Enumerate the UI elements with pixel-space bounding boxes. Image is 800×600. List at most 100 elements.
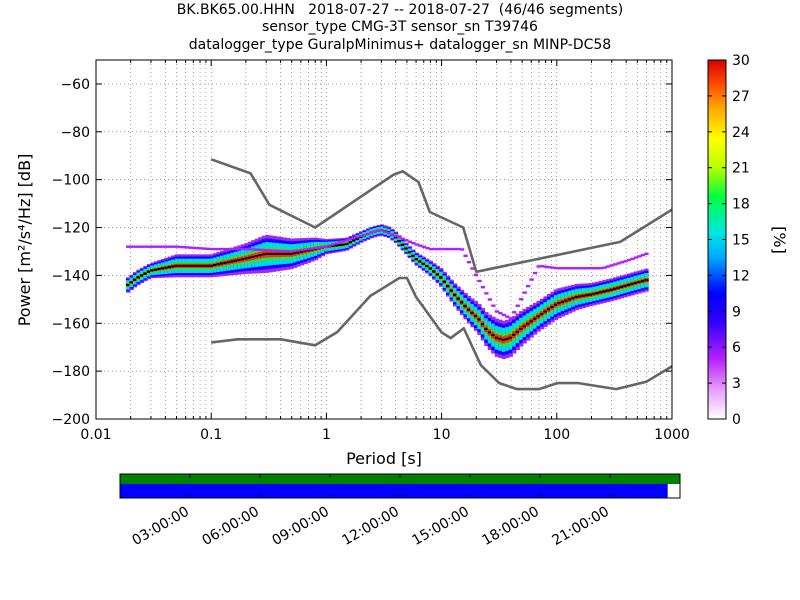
x-axis-label: Period [s]	[346, 449, 422, 468]
psd-outlier-cell	[574, 267, 580, 270]
psd-mode-cell	[473, 315, 479, 318]
psd-mode-cell	[393, 236, 399, 239]
psd-outlier-cell	[560, 267, 566, 270]
psd-outlier-cell	[640, 253, 646, 257]
psd-outlier-cell	[233, 247, 239, 251]
psd-mode-cell	[640, 280, 646, 283]
psd-outlier-cell	[432, 247, 437, 251]
psd-outlier-cell	[522, 291, 527, 294]
x-tick-label: 10	[433, 427, 451, 443]
colorbar-label: [%]	[770, 226, 789, 254]
psd-mode-cell	[282, 252, 287, 255]
psd-mode-cell	[439, 276, 444, 279]
psd-mode-cell	[595, 292, 600, 295]
psd-outlier-cell	[588, 267, 593, 270]
psd-outlier-cell	[536, 265, 541, 268]
psd-mode-cell	[345, 242, 350, 245]
psd-outlier-cell	[348, 238, 353, 241]
psd-mode-cell	[285, 252, 291, 255]
psd-density	[125, 224, 649, 360]
psd-mode-cell	[268, 252, 273, 255]
psd-mode-cell	[425, 265, 430, 268]
psd-mode-cell	[463, 305, 468, 308]
psd-outlier-cell	[470, 267, 475, 270]
psd-outlier-cell	[150, 245, 155, 248]
psd-mode-cell	[338, 244, 343, 247]
psd-mode-cell	[484, 328, 489, 331]
psd-outlier-cell	[132, 245, 138, 248]
psd-mode-cell	[223, 261, 228, 264]
psd-mode-cell	[606, 289, 611, 292]
psd-outlier-cell	[393, 234, 399, 238]
psd-outlier-cell	[272, 249, 277, 252]
psd-mode-cell	[299, 250, 305, 253]
psd-mode-cell	[400, 243, 406, 246]
psd-outlier-cell	[379, 229, 385, 232]
psd-mode-cell	[230, 260, 235, 263]
psd-mode-cell	[348, 241, 353, 244]
psd-mode-cell	[153, 268, 159, 271]
psd-outlier-cell	[626, 258, 632, 262]
psd-outlier-cell	[498, 311, 503, 315]
psd-outlier-cell	[439, 247, 444, 251]
psd-outlier-cell	[400, 237, 406, 241]
psd-outlier-cell	[178, 245, 183, 249]
psd-mode-cell	[522, 325, 527, 328]
psd-mode-cell	[143, 272, 148, 275]
psd-mode-cell	[470, 311, 475, 314]
psd-mode-cell	[505, 337, 510, 340]
psd-outlier-cell	[275, 249, 280, 252]
psd-outlier-cell	[185, 246, 190, 249]
psd-outlier-cell	[428, 247, 433, 251]
plot-frame	[95, 59, 673, 420]
psd-outlier-cell	[320, 245, 326, 249]
psd-mode-cell	[498, 337, 503, 340]
psd-outlier-cell	[466, 260, 472, 264]
psd-mode-cell	[164, 266, 169, 269]
psd-outlier-cell	[543, 265, 548, 268]
timeline-tick-label: 18:00:00	[480, 504, 542, 549]
psd-mode-cell	[480, 323, 486, 326]
psd-outlier-cell	[240, 247, 246, 251]
timeline-data-available-bar	[120, 474, 680, 484]
psd-mode-cell	[491, 334, 496, 337]
psd-mode-cell	[254, 255, 259, 258]
psd-mode-cell	[466, 308, 472, 311]
psd-outlier-cell	[578, 267, 583, 270]
psd-mode-cell	[279, 252, 284, 255]
psd-outlier-cell	[529, 278, 534, 281]
psd-outlier-cell	[592, 267, 597, 270]
psd-mode-cell	[536, 315, 541, 318]
psd-outlier-cell	[550, 266, 555, 269]
psd-outlier-cell	[581, 267, 586, 270]
psd-mode-cell	[560, 300, 566, 303]
psd-mode-cell	[352, 239, 357, 242]
psd-outlier-cell	[546, 265, 552, 269]
colorbar-tick-label: 15	[732, 233, 750, 249]
psd-mode-cell	[592, 292, 597, 295]
colorbar-tick-label: 9	[732, 304, 741, 320]
psd-mode-cell	[303, 250, 308, 253]
psd-outlier-cell	[195, 246, 200, 250]
psd-mode-cell	[157, 268, 162, 271]
psd-mode-cell	[446, 285, 451, 288]
timeline-tick-label: 15:00:00	[410, 504, 472, 549]
psd-outlier-cell	[630, 257, 635, 260]
psd-outlier-cell	[160, 245, 166, 248]
psd-outlier-cell	[435, 247, 440, 251]
psd-outlier-cell	[237, 247, 242, 251]
psd-outlier-cell	[261, 248, 266, 252]
psd-outlier-cell	[390, 233, 395, 236]
psd-mode-cell	[292, 252, 298, 255]
plot-background	[96, 60, 672, 419]
noise-models	[210, 158, 672, 391]
psd-mode-cell	[296, 251, 301, 254]
psd-mode-cell	[205, 264, 211, 267]
psd-mode-cell	[289, 252, 294, 255]
psd-outlier-cell	[595, 267, 600, 270]
psd-outlier-cell	[355, 235, 360, 239]
psd-mode-cell	[247, 256, 253, 259]
psd-mode-cell	[209, 264, 214, 267]
psd-mode-cell	[160, 267, 166, 270]
psd-outlier-cell	[334, 242, 339, 245]
